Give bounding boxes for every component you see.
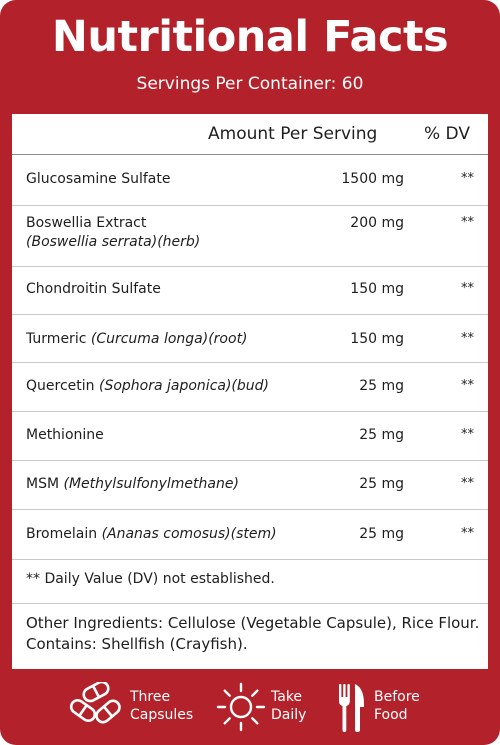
- divider: [12, 509, 488, 510]
- ingredient-dv: **: [461, 378, 474, 393]
- ingredient-latin-name: (Methylsulfonylmethane): [63, 476, 239, 492]
- divider: [12, 559, 488, 560]
- nutrition-table: Amount Per Serving % DV Glucosamine Sulf…: [12, 114, 488, 669]
- ingredient-dv: **: [461, 215, 474, 230]
- ingredient-name: Turmeric (Curcuma longa)(root): [26, 331, 248, 347]
- ingredient-dv: **: [461, 171, 474, 186]
- directions-icons: Three Capsules Take Daily: [0, 672, 500, 742]
- ingredient-name: MSM (Methylsulfonylmethane): [26, 476, 239, 492]
- ingredient-latin-name: (Ananas comosus)(stem): [101, 526, 277, 542]
- fork-knife-icon: [339, 684, 364, 732]
- divider: [12, 460, 488, 461]
- icon-label: Before: [374, 689, 420, 705]
- sun-icon: [216, 682, 266, 732]
- icon-label: Three: [130, 689, 171, 705]
- header: Nutritional Facts Servings Per Container…: [0, 0, 500, 115]
- table-row: Glucosamine Sulfate 1500 mg **: [12, 155, 488, 205]
- column-header: Amount Per Serving % DV: [12, 114, 488, 154]
- ingredient-dv: **: [461, 427, 474, 442]
- table-row: Boswellia Extract (Boswellia serrata)(her…: [12, 206, 488, 266]
- ingredient-dv: **: [461, 476, 474, 491]
- table-row: Methionine 25 mg **: [12, 412, 488, 460]
- servings-per-container: Servings Per Container: 60: [136, 74, 364, 94]
- take-daily-item: Take Daily: [216, 682, 336, 732]
- ingredient-amount: 1500 mg: [341, 171, 404, 187]
- amount-column-header: Amount Per Serving: [208, 124, 378, 144]
- table-row: Bromelain (Ananas comosus)(stem) 25 mg *…: [12, 510, 488, 559]
- ingredient-name: Boswellia Extract (Boswellia serrata)(her…: [26, 215, 201, 250]
- capsules-icon: [69, 682, 121, 724]
- divider: [12, 266, 488, 267]
- icon-label: Capsules: [130, 707, 194, 723]
- ingredient-dv: **: [461, 281, 474, 296]
- three-capsules-item: Three Capsules: [68, 682, 218, 732]
- ingredient-name: Methionine: [26, 427, 104, 443]
- ingredient-dv: **: [461, 526, 474, 541]
- ingredient-amount: 150 mg: [350, 331, 404, 347]
- divider: [12, 411, 488, 412]
- ingredient-name: Quercetin (Sophora japonica)(bud): [26, 378, 270, 394]
- divider: [12, 314, 488, 315]
- ingredient-amount: 25 mg: [359, 476, 404, 492]
- icon-label: Take: [271, 689, 303, 705]
- ingredient-amount: 25 mg: [359, 427, 404, 443]
- divider: [12, 205, 488, 206]
- icon-label: Food: [374, 707, 408, 723]
- ingredient-amount: 25 mg: [359, 378, 404, 394]
- ingredient-amount: 25 mg: [359, 526, 404, 542]
- ingredient-amount: 200 mg: [350, 215, 404, 231]
- icon-label: Daily: [271, 707, 307, 723]
- before-food-item: Before Food: [336, 682, 456, 732]
- page-title: Nutritional Facts: [51, 12, 449, 62]
- ingredient-latin-name: (Sophora japonica)(bud): [98, 378, 270, 394]
- ingredient-name: Chondroitin Sulfate: [26, 281, 161, 297]
- ingredient-name: Bromelain (Ananas comosus)(stem): [26, 526, 277, 542]
- other-ingredients: Other Ingredients: Cellulose (Vegetable …: [26, 614, 480, 653]
- divider: [12, 603, 488, 604]
- divider: [12, 154, 488, 155]
- dv-column-header: % DV: [424, 124, 470, 144]
- ingredient-name: Glucosamine Sulfate: [26, 171, 171, 187]
- divider: [12, 362, 488, 363]
- table-row: Chondroitin Sulfate 150 mg **: [12, 267, 488, 315]
- ingredient-amount: 150 mg: [350, 281, 404, 297]
- ingredient-dv: **: [461, 331, 474, 346]
- table-row: MSM (Methylsulfonylmethane) 25 mg **: [12, 461, 488, 510]
- table-row: Quercetin (Sophora japonica)(bud) 25 mg …: [12, 363, 488, 412]
- ingredient-latin-name: (Curcuma longa)(root): [90, 331, 248, 347]
- ingredient-latin-name: (Boswellia serrata)(herb): [26, 234, 201, 250]
- dv-footnote: ** Daily Value (DV) not established.: [26, 571, 275, 587]
- table-row: Turmeric (Curcuma longa)(root) 150 mg **: [12, 315, 488, 363]
